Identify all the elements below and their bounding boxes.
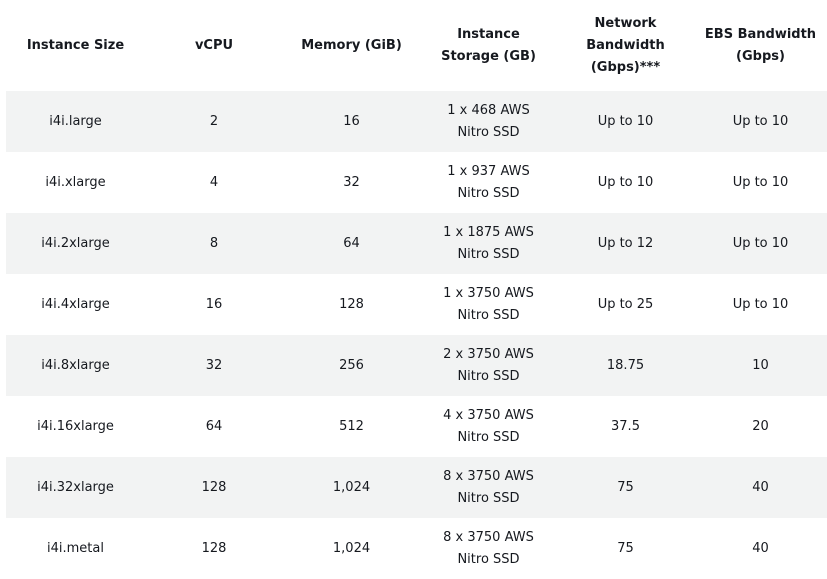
cell-instance-size: i4i.xlarge — [45, 174, 106, 190]
cell-ebs-bandwidth: 40 — [752, 479, 769, 495]
header-instance-size: Instance Size — [26, 37, 125, 53]
cell-instance-size: i4i.16xlarge — [37, 418, 114, 434]
cell-memory: 32 — [343, 174, 360, 190]
cell-instance-size: i4i.8xlarge — [41, 357, 110, 373]
cell-instance-storage: 1 x 1875 AWS Nitro SSD — [443, 224, 534, 262]
table-row: i4i.4xlarge 16 128 1 x 3750 AWS Nitro SS… — [6, 274, 827, 335]
cell-ebs-bandwidth: 40 — [752, 540, 769, 556]
cell-network-bandwidth: 37.5 — [611, 418, 640, 434]
cell-ebs-bandwidth: Up to 10 — [732, 235, 789, 251]
cell-network-bandwidth: Up to 12 — [597, 235, 654, 251]
cell-vcpu: 2 — [209, 113, 219, 129]
cell-ebs-bandwidth: 10 — [752, 357, 769, 373]
header-memory: Memory (GiB) — [301, 37, 402, 53]
cell-instance-storage: 4 x 3750 AWS Nitro SSD — [443, 407, 534, 445]
cell-network-bandwidth: 75 — [617, 540, 634, 556]
cell-memory: 64 — [343, 235, 360, 251]
cell-network-bandwidth: Up to 10 — [597, 113, 654, 129]
cell-memory: 256 — [339, 357, 364, 373]
cell-network-bandwidth: Up to 25 — [597, 296, 654, 312]
table-row: i4i.xlarge 4 32 1 x 937 AWS Nitro SSD Up… — [6, 152, 827, 213]
instance-specs-table: Instance Size vCPU Memory (GiB) Instance… — [6, 0, 827, 579]
cell-ebs-bandwidth: 20 — [752, 418, 769, 434]
cell-vcpu: 32 — [205, 357, 223, 373]
cell-vcpu: 16 — [205, 296, 223, 312]
cell-ebs-bandwidth: Up to 10 — [732, 113, 789, 129]
cell-instance-size: i4i.large — [49, 113, 102, 129]
header-network-bandwidth: Network Bandwidth (Gbps)*** — [586, 15, 665, 75]
table-row: i4i.32xlarge 128 1,024 8 x 3750 AWS Nitr… — [6, 457, 827, 518]
cell-memory: 512 — [339, 418, 364, 434]
cell-memory: 1,024 — [332, 540, 371, 556]
table-row: i4i.metal 128 1,024 8 x 3750 AWS Nitro S… — [6, 518, 827, 579]
cell-instance-storage: 8 x 3750 AWS Nitro SSD — [443, 468, 534, 506]
cell-network-bandwidth: 18.75 — [606, 357, 645, 373]
cell-instance-storage: 1 x 937 AWS Nitro SSD — [447, 163, 530, 201]
cell-network-bandwidth: Up to 10 — [597, 174, 654, 190]
cell-instance-storage: 2 x 3750 AWS Nitro SSD — [443, 346, 534, 384]
table-row: i4i.8xlarge 32 256 2 x 3750 AWS Nitro SS… — [6, 335, 827, 396]
cell-instance-storage: 1 x 468 AWS Nitro SSD — [447, 102, 530, 140]
cell-ebs-bandwidth: Up to 10 — [732, 296, 789, 312]
cell-vcpu: 8 — [209, 235, 219, 251]
header-ebs-bandwidth: EBS Bandwidth (Gbps) — [704, 26, 817, 64]
cell-vcpu: 128 — [201, 479, 227, 495]
cell-vcpu: 64 — [205, 418, 223, 434]
cell-network-bandwidth: 75 — [617, 479, 634, 495]
table-header-row: Instance Size vCPU Memory (GiB) Instance… — [6, 0, 827, 91]
cell-instance-size: i4i.4xlarge — [41, 296, 110, 312]
cell-instance-size: i4i.metal — [47, 540, 104, 556]
table-row: i4i.2xlarge 8 64 1 x 1875 AWS Nitro SSD … — [6, 213, 827, 274]
cell-vcpu: 4 — [209, 174, 219, 190]
cell-instance-size: i4i.2xlarge — [41, 235, 110, 251]
cell-instance-storage: 1 x 3750 AWS Nitro SSD — [443, 285, 534, 323]
header-instance-storage: Instance Storage (GB) — [441, 26, 536, 64]
cell-instance-size: i4i.32xlarge — [37, 479, 114, 495]
header-vcpu: vCPU — [194, 37, 234, 53]
table-row: i4i.large 2 16 1 x 468 AWS Nitro SSD Up … — [6, 91, 827, 152]
cell-vcpu: 128 — [201, 540, 227, 556]
cell-memory: 16 — [343, 113, 360, 129]
cell-instance-storage: 8 x 3750 AWS Nitro SSD — [443, 529, 534, 567]
cell-ebs-bandwidth: Up to 10 — [732, 174, 789, 190]
cell-memory: 1,024 — [332, 479, 371, 495]
cell-memory: 128 — [339, 296, 364, 312]
table-row: i4i.16xlarge 64 512 4 x 3750 AWS Nitro S… — [6, 396, 827, 457]
